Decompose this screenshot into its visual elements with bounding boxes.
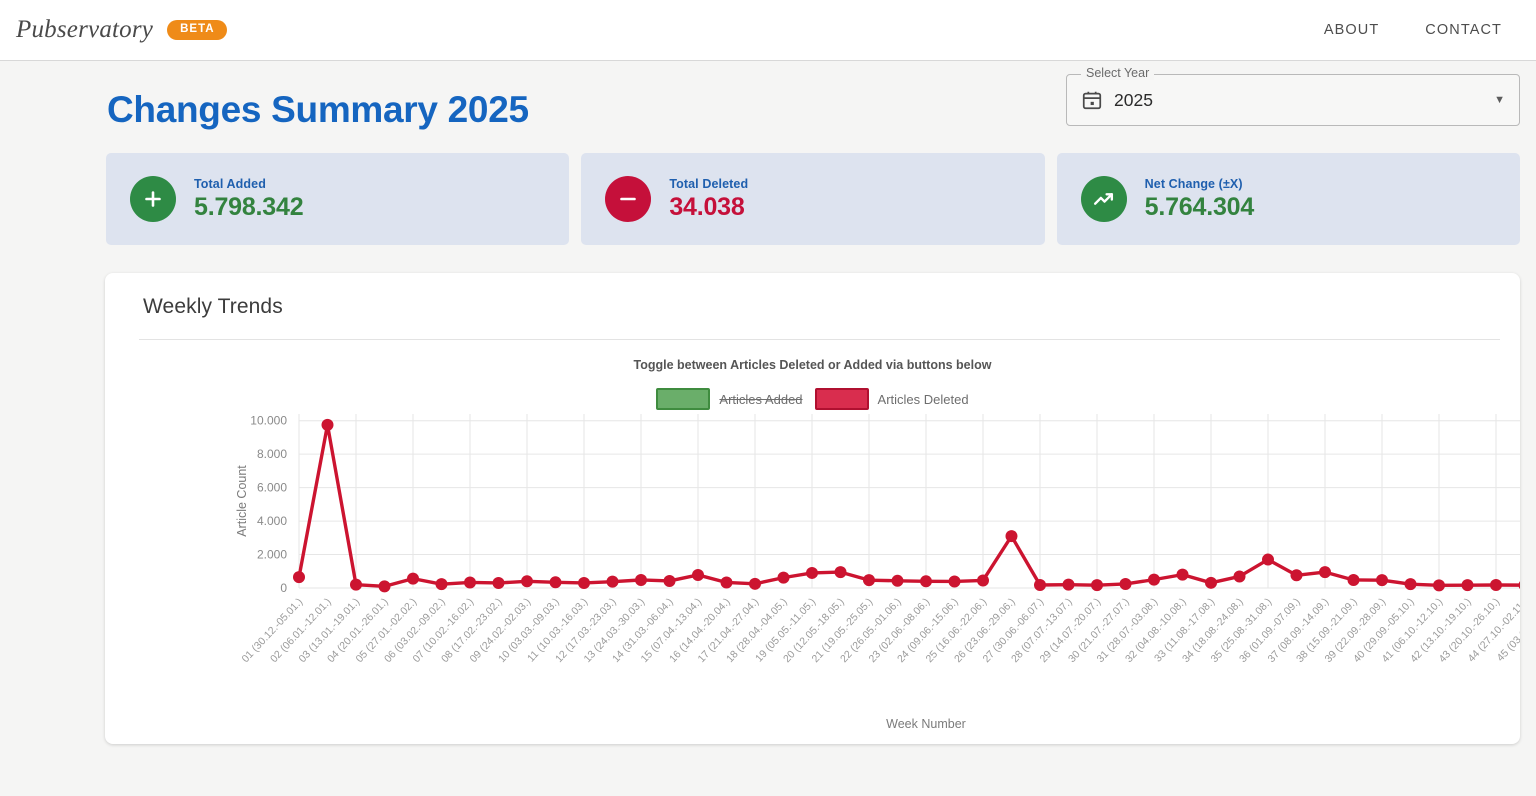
top-navbar: Pubservatory BETA ABOUT CONTACT — [0, 0, 1536, 61]
data-point — [293, 571, 305, 584]
x-axis-title: Week Number — [886, 717, 966, 731]
data-point — [1233, 570, 1246, 583]
data-point — [977, 574, 989, 587]
data-point — [1091, 579, 1103, 592]
y-axis-tick: 8.000 — [257, 447, 287, 461]
nav-link-contact[interactable]: CONTACT — [1425, 22, 1502, 38]
data-point — [378, 580, 391, 593]
data-point — [1433, 579, 1445, 592]
data-point — [1376, 574, 1388, 587]
nav-links: ABOUT CONTACT — [1324, 22, 1502, 38]
data-point — [692, 569, 704, 582]
chevron-down-icon[interactable]: ▼ — [1494, 94, 1505, 106]
stat-card-total-added: Total Added 5.798.342 — [106, 153, 570, 246]
panel-divider — [139, 339, 1500, 341]
data-point — [578, 577, 590, 590]
select-year-dropdown[interactable]: Select Year 2025 ▼ — [1066, 66, 1520, 126]
stat-card-value: 5.798.342 — [194, 192, 304, 221]
data-point — [1062, 578, 1075, 591]
stat-card-label: Total Deleted — [669, 176, 749, 191]
data-point — [1034, 579, 1046, 592]
plus-icon — [130, 176, 176, 223]
title-row: Changes Summary 2025 Select Year 2025 ▼ — [0, 61, 1536, 133]
data-point — [1119, 578, 1132, 591]
data-point — [1518, 581, 1520, 590]
data-point — [863, 574, 875, 587]
data-point — [635, 574, 647, 587]
data-point — [1005, 530, 1018, 543]
legend-item-articles-added[interactable]: Articles Added — [656, 388, 803, 411]
data-point — [749, 578, 761, 591]
data-point — [606, 575, 619, 588]
brand-name: Pubservatory — [16, 16, 154, 43]
y-axis-tick: 0 — [280, 581, 287, 595]
data-point — [435, 578, 448, 591]
data-point — [891, 575, 904, 588]
legend-label-deleted: Articles Deleted — [877, 391, 969, 407]
line-chart[interactable]: 0 2.000 4.000 6.000 8.000 10.000 Article Count… — [105, 406, 1520, 736]
data-point — [1461, 579, 1474, 592]
data-point — [1319, 566, 1331, 579]
data-point — [464, 576, 476, 589]
y-axis-tick: 2.000 — [257, 548, 287, 562]
data-point — [492, 577, 505, 590]
data-point — [720, 576, 733, 589]
data-point — [948, 575, 961, 588]
beta-badge: BETA — [167, 20, 227, 40]
stat-card-total-deleted: Total Deleted 34.038 — [581, 153, 1045, 246]
legend-item-articles-deleted[interactable]: Articles Deleted — [814, 388, 969, 411]
chart-subtitle: Toggle between Articles Deleted or Added… — [633, 358, 992, 373]
data-point — [1404, 578, 1417, 591]
stat-card-value: 34.038 — [669, 192, 745, 221]
data-point — [407, 572, 419, 585]
trending-up-icon — [1080, 176, 1127, 223]
data-point — [350, 578, 362, 591]
legend-swatch-added[interactable] — [656, 388, 711, 411]
data-point — [920, 575, 932, 588]
data-point — [1205, 577, 1217, 590]
legend-swatch-deleted[interactable] — [814, 388, 869, 411]
series-line-articles-deleted — [297, 423, 1520, 589]
data-point — [663, 575, 676, 588]
weekly-trends-panel: Weekly Trends Toggle between Articles De… — [105, 273, 1520, 745]
data-point — [1490, 579, 1502, 592]
data-point — [1148, 573, 1160, 586]
brand[interactable]: Pubservatory BETA — [16, 16, 227, 44]
stat-cards: Total Added 5.798.342 Total Deleted 34.0… — [0, 133, 1536, 246]
stat-card-value: 5.764.304 — [1144, 192, 1255, 221]
page-title: Changes Summary 2025 — [107, 89, 529, 130]
data-point — [806, 567, 818, 580]
chart-legend: Articles Added Articles Deleted — [121, 388, 1504, 411]
minus-icon — [605, 176, 652, 223]
data-point — [1176, 568, 1189, 581]
legend-label-added: Articles Added — [719, 391, 803, 407]
data-point — [521, 575, 533, 588]
y-axis-title: Article Count — [235, 465, 249, 537]
select-year-value: 2025 — [1114, 89, 1153, 110]
calendar-icon — [1081, 89, 1103, 111]
y-axis-tick: 4.000 — [257, 514, 287, 528]
select-year-label: Select Year — [1081, 66, 1155, 80]
data-point — [321, 419, 334, 432]
y-axis-tick: 6.000 — [257, 481, 287, 495]
stat-card-net-change: Net Change (±X) 5.764.304 — [1056, 153, 1520, 246]
data-point — [1262, 553, 1274, 566]
nav-link-about[interactable]: ABOUT — [1323, 22, 1380, 38]
stat-card-label: Net Change (±X) — [1144, 176, 1243, 191]
data-point — [1347, 574, 1360, 587]
data-point — [834, 566, 847, 579]
data-point — [549, 576, 562, 589]
stat-card-label: Total Added — [194, 176, 266, 191]
panel-title: Weekly Trends — [143, 295, 283, 319]
data-point — [1290, 569, 1303, 582]
data-point — [777, 571, 790, 584]
y-axis-tick: 10.000 — [250, 414, 287, 428]
